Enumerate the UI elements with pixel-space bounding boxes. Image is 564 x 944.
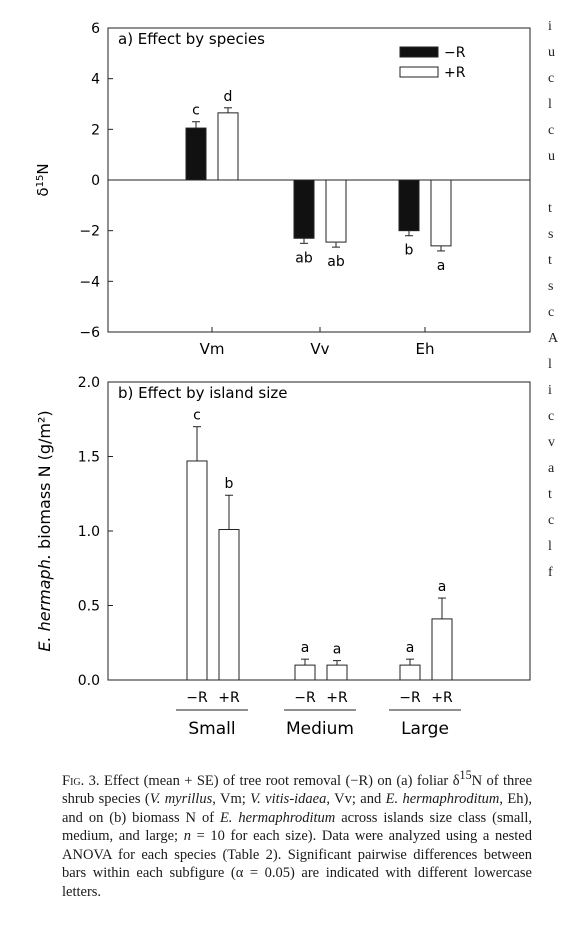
bar [430,179,452,247]
figure: −6 −4 −2 0 2 4 6 δ15N a) Effect by species Vm c d Vv… [34,21,531,739]
significance-letter: d [224,89,233,105]
significance-letter: a [333,642,342,658]
plot-frame [107,381,531,681]
clipped-text-fragment: t [548,487,552,502]
bar [399,664,421,681]
legend-label: +R [444,65,466,81]
clipped-text-fragment: u [548,45,555,60]
bar [325,179,347,243]
bar-label: −R [294,690,316,706]
clipped-text-fragment: c [548,123,555,138]
significance-letter: a [406,640,415,656]
y-axis-label-element: N [34,163,52,174]
y-axis-label: E. hermaph. biomass N (g/m²) [35,410,54,651]
significance-letter: ab [295,250,313,266]
y-tick-label: 1.5 [78,450,100,466]
bar [326,664,348,681]
clipped-text-fragment: i [548,19,552,34]
y-tick-label: 0.0 [78,673,100,689]
bar [217,112,239,181]
y-tick-label: 2.0 [78,375,100,391]
bar [293,179,315,239]
significance-letter: a [437,258,446,274]
caption-label: Fig. 3. [62,772,100,789]
panel-b-island-size: 0.0 0.5 1.0 1.5 2.0 E. hermaph. biomass N (g/… [35,375,531,739]
clipped-text-fragment: c [548,305,555,320]
clipped-text-fragment: A [548,331,559,346]
group-label: Small [188,719,235,739]
clipped-text-fragment: v [548,435,555,450]
y-tick-label: 1.0 [78,524,100,540]
y-tick-label: 6 [91,21,100,37]
bar [431,618,453,681]
y-tick-label: −6 [79,325,100,341]
bar [218,529,240,681]
bar [185,127,207,181]
group-label: Medium [286,719,354,739]
clipped-text-fragment: i [548,383,552,398]
clipped-text-fragment: t [548,201,552,216]
figure-caption: Fig. 3. Effect (mean + SE) of tree root … [62,768,533,900]
bar [186,460,208,681]
bar-label: −R [399,690,421,706]
bar [398,179,420,232]
x-tick-label: Vv [310,340,329,358]
legend-swatch [399,46,439,58]
clipped-text-fragment: s [548,227,554,242]
significance-letter: c [192,103,200,119]
bar-label: +R [326,690,348,706]
panel-a-species: −6 −4 −2 0 2 4 6 δ15N a) Effect by species Vm c d Vv… [34,21,531,358]
x-tick-label: Vm [200,340,225,358]
clipped-text-fragment [548,170,564,196]
clipped-text-fragment: f [548,565,553,580]
clipped-text-fragment: c [548,513,555,528]
x-tick-label: Eh [416,340,435,358]
clipped-text-fragment: l [548,539,552,554]
bar-label: −R [186,690,208,706]
panel-b-title: b) Effect by island size [118,384,287,402]
clipped-text-fragment: l [548,97,552,112]
panel-a-title: a) Effect by species [118,30,265,48]
y-axis-label-superscript: 15 [35,175,46,188]
clipped-text-fragment: t [548,253,552,268]
bar-label: +R [218,690,240,706]
y-tick-label: 4 [91,72,100,88]
y-tick-label: 0 [91,173,100,189]
legend-swatch [399,66,439,78]
group-label: Large [401,719,449,739]
legend-label: −R [444,45,466,61]
clipped-text-fragment: c [548,71,555,86]
y-axis-label-species: E. hermaph. [35,554,54,652]
significance-letter: b [405,243,414,259]
clipped-text-fragment: l [548,357,552,372]
y-tick-label: −4 [79,274,100,290]
y-tick-label: 0.5 [78,599,100,615]
bar [294,664,316,681]
y-axis-label-units: biomass N (g/m²) [35,410,54,554]
y-tick-label: 2 [91,122,100,138]
significance-letter: b [225,476,234,492]
bar-label: +R [431,690,453,706]
significance-letter: c [193,408,201,424]
clipped-text-fragment: s [548,279,554,294]
significance-letter: ab [327,254,345,270]
clipped-text-fragment: u [548,149,555,164]
y-axis-label: δ15N [34,163,52,196]
clipped-text-fragment: c [548,409,555,424]
significance-letter: a [301,640,310,656]
y-tick-label: −2 [79,224,100,240]
significance-letter: a [438,579,447,595]
clipped-text-fragment: a [548,461,555,476]
